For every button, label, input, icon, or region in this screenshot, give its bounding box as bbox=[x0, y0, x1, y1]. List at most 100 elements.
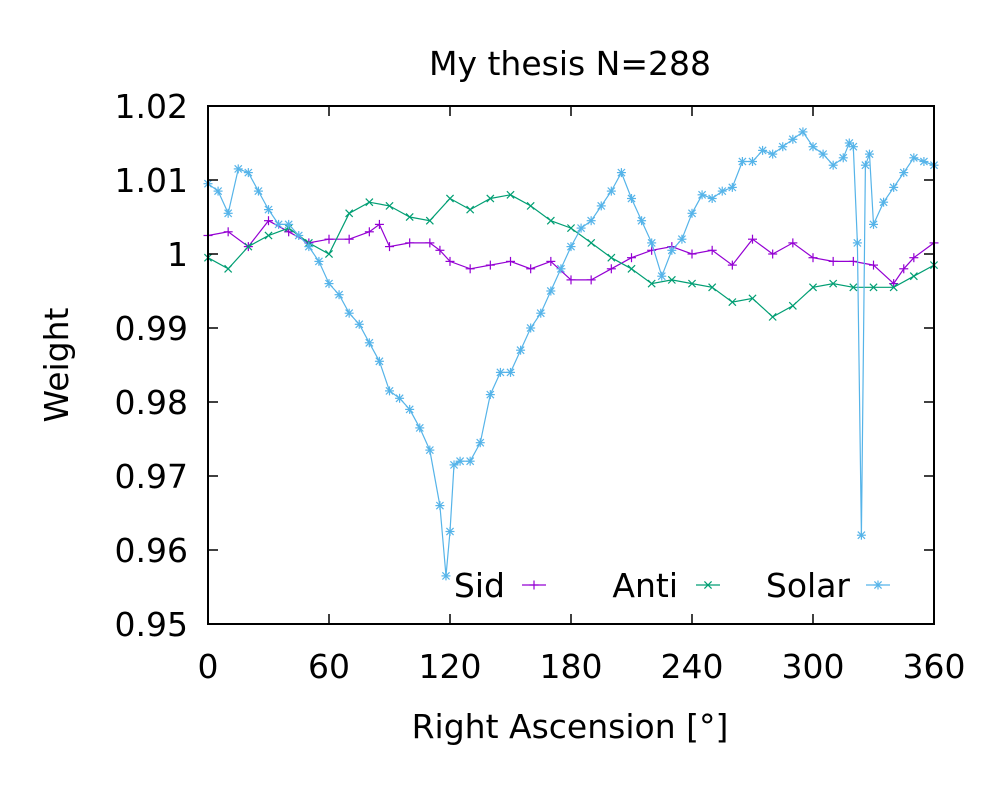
data-point-solar bbox=[909, 153, 919, 163]
data-point-solar bbox=[616, 168, 626, 178]
data-point-solar bbox=[536, 308, 546, 318]
data-point-solar bbox=[687, 208, 697, 218]
data-point-anti bbox=[627, 264, 636, 273]
data-point-sid bbox=[707, 245, 717, 255]
data-point-solar bbox=[526, 323, 536, 333]
x-tick-label: 180 bbox=[540, 647, 603, 686]
data-point-sid bbox=[445, 256, 455, 266]
legend-marker-solar bbox=[873, 580, 883, 590]
data-point-sid bbox=[546, 256, 556, 266]
y-tick-label: 0.97 bbox=[115, 457, 188, 496]
data-point-sid bbox=[828, 256, 838, 266]
data-point-solar bbox=[879, 197, 889, 207]
data-point-solar bbox=[798, 127, 808, 137]
data-point-solar bbox=[294, 231, 304, 240]
y-tick-label: 0.99 bbox=[115, 309, 188, 348]
data-point-solar bbox=[657, 271, 667, 281]
data-point-anti bbox=[566, 224, 576, 233]
series-line-solar bbox=[207, 131, 935, 576]
data-point-solar bbox=[475, 438, 485, 448]
legend-marker-anti bbox=[703, 580, 713, 590]
data-point-solar bbox=[856, 530, 866, 540]
data-point-solar bbox=[445, 527, 455, 536]
data-point-solar bbox=[253, 186, 263, 196]
data-point-solar bbox=[864, 149, 874, 159]
data-point-solar bbox=[405, 404, 415, 414]
data-point-solar bbox=[768, 149, 778, 159]
data-point-solar bbox=[506, 367, 515, 377]
data-point-anti bbox=[889, 283, 898, 292]
data-point-solar bbox=[425, 445, 435, 455]
x-tick-label: 120 bbox=[419, 647, 482, 686]
data-point-solar bbox=[485, 390, 495, 400]
data-point-sid bbox=[848, 256, 858, 266]
data-point-solar bbox=[637, 216, 647, 226]
data-point-solar bbox=[627, 194, 636, 203]
data-point-solar bbox=[455, 456, 465, 466]
data-point-sid bbox=[385, 242, 394, 252]
data-point-sid bbox=[909, 253, 919, 263]
data-point-solar bbox=[788, 134, 798, 144]
x-tick-label: 240 bbox=[661, 647, 724, 686]
data-point-sid bbox=[526, 264, 536, 274]
series-sid bbox=[203, 216, 939, 289]
data-point-anti bbox=[425, 216, 434, 225]
data-point-sid bbox=[264, 216, 273, 226]
data-point-sid bbox=[364, 227, 374, 237]
data-point-anti bbox=[264, 231, 273, 240]
data-point-solar bbox=[354, 319, 364, 329]
y-tick-label: 1.02 bbox=[115, 87, 188, 126]
data-point-anti bbox=[405, 212, 414, 222]
data-point-sid bbox=[506, 256, 515, 266]
data-point-anti bbox=[365, 198, 374, 207]
data-point-solar bbox=[213, 186, 223, 196]
data-point-sid bbox=[687, 249, 697, 259]
data-point-solar bbox=[758, 145, 768, 155]
data-point-anti bbox=[546, 216, 555, 225]
data-point-anti bbox=[526, 201, 535, 210]
series-anti bbox=[203, 190, 939, 321]
data-point-sid bbox=[425, 238, 435, 248]
data-point-anti bbox=[788, 301, 797, 310]
data-point-solar bbox=[324, 279, 334, 289]
data-point-sid bbox=[374, 219, 384, 229]
series-solar bbox=[203, 127, 939, 581]
data-point-sid bbox=[223, 227, 233, 237]
data-point-sid bbox=[485, 260, 495, 270]
x-tick-label: 300 bbox=[782, 647, 845, 686]
plot-frame bbox=[207, 105, 935, 625]
data-point-sid bbox=[405, 238, 415, 248]
legend-marker-sid bbox=[529, 580, 539, 590]
data-point-solar bbox=[435, 501, 445, 511]
x-axis-label: Right Ascension [°] bbox=[412, 707, 729, 746]
data-point-anti bbox=[808, 283, 818, 292]
data-point-solar bbox=[737, 157, 747, 166]
data-point-solar bbox=[889, 182, 899, 192]
data-point-sid bbox=[566, 275, 576, 285]
data-point-solar bbox=[364, 338, 374, 348]
y-axis-label: Weight bbox=[37, 307, 76, 422]
data-point-solar bbox=[778, 142, 788, 152]
data-point-solar bbox=[465, 456, 475, 466]
data-point-anti bbox=[647, 279, 656, 288]
data-point-anti bbox=[385, 201, 394, 210]
data-point-solar bbox=[546, 286, 556, 296]
data-point-solar bbox=[697, 190, 707, 200]
data-point-solar bbox=[395, 393, 405, 403]
data-point-anti bbox=[324, 249, 334, 259]
y-tick-label: 0.95 bbox=[115, 605, 188, 644]
data-point-sid bbox=[788, 238, 798, 248]
data-point-solar bbox=[852, 238, 862, 248]
x-tick-label: 60 bbox=[308, 647, 350, 686]
data-point-solar bbox=[566, 242, 576, 252]
data-point-anti bbox=[244, 242, 253, 251]
data-point-anti bbox=[667, 275, 676, 284]
data-point-sid bbox=[808, 253, 818, 263]
data-point-sid bbox=[344, 234, 354, 244]
data-point-solar bbox=[449, 460, 459, 470]
data-point-anti bbox=[748, 294, 757, 303]
data-point-sid bbox=[586, 275, 596, 285]
data-point-solar bbox=[869, 219, 878, 229]
data-point-solar bbox=[243, 168, 253, 178]
